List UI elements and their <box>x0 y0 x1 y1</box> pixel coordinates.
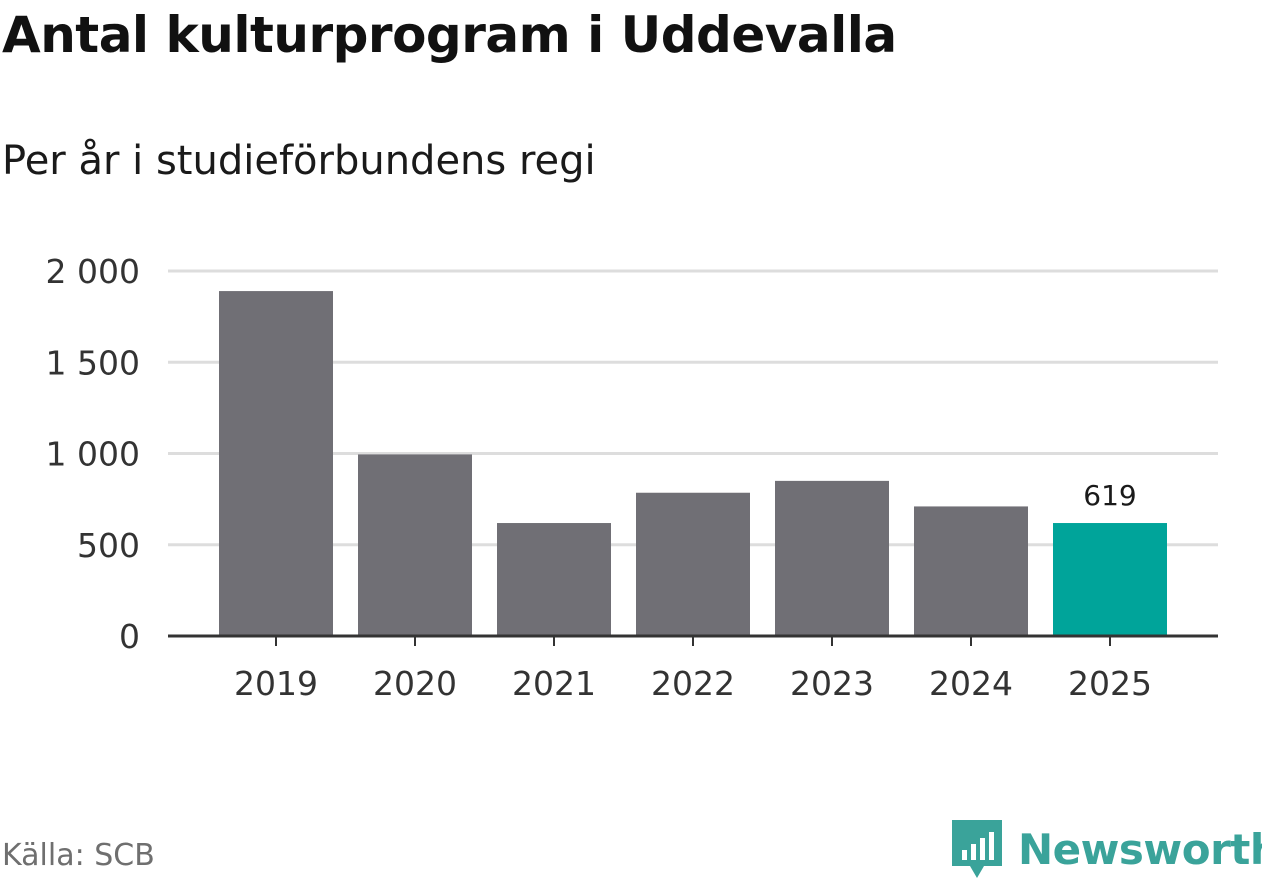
brand: Newsworthy <box>952 820 1262 878</box>
x-tick-label: 2022 <box>651 664 735 703</box>
bar-2024 <box>914 506 1028 636</box>
bar-2022 <box>636 492 750 636</box>
x-tick-label: 2019 <box>234 664 318 703</box>
y-tick-label: 1 500 <box>46 343 140 382</box>
x-tick-label: 2024 <box>929 664 1013 703</box>
newsworthy-logo-icon <box>952 820 1002 878</box>
x-tick-label: 2025 <box>1068 664 1152 703</box>
bar-2023 <box>775 480 889 636</box>
data-label: 619 <box>1083 479 1136 512</box>
y-tick-label: 1 000 <box>46 435 140 474</box>
chart-subtitle: Per år i studieförbundens regi <box>2 138 596 184</box>
x-tick-label: 2021 <box>512 664 596 703</box>
y-tick-label: 0 <box>119 617 140 656</box>
source-label: Källa: SCB <box>2 838 155 873</box>
brand-name: Newsworthy <box>1018 824 1262 874</box>
y-tick-label: 500 <box>77 526 140 565</box>
bar-2019 <box>219 291 333 636</box>
bar-2020 <box>358 454 472 636</box>
x-tick-label: 2023 <box>790 664 874 703</box>
y-tick-label: 2 000 <box>46 252 140 291</box>
x-tick-label: 2020 <box>373 664 457 703</box>
bar-2025 <box>1053 523 1167 636</box>
chart-title: Antal kulturprogram i Uddevalla <box>2 6 897 64</box>
bar-2021 <box>497 523 611 636</box>
